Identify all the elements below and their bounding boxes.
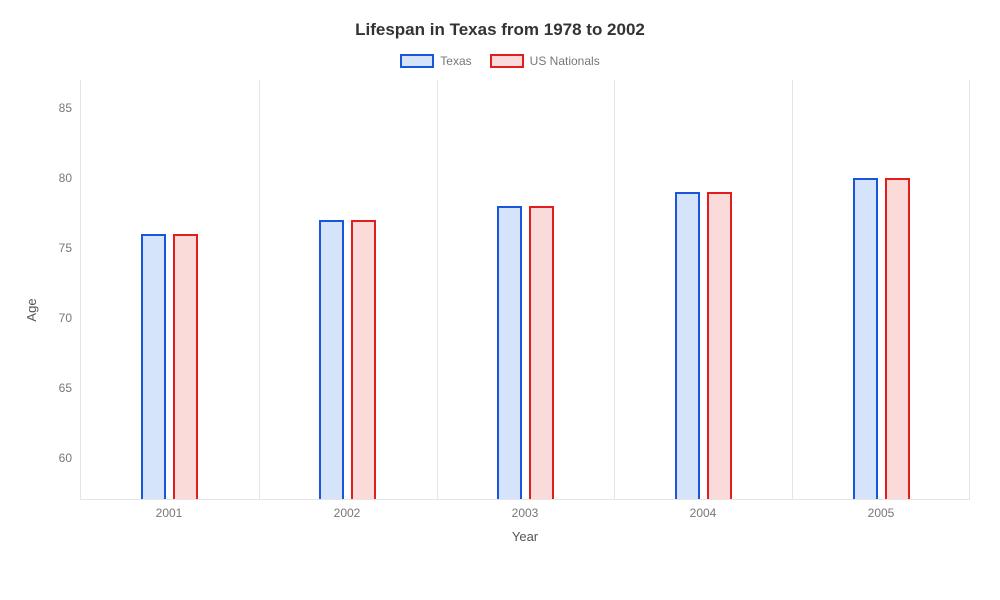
legend-label: US Nationals: [530, 54, 600, 68]
plot-area: [80, 80, 970, 500]
x-tick: 2002: [334, 506, 361, 520]
y-tick: 65: [42, 381, 72, 395]
bars-layer: [81, 80, 970, 499]
y-tick: 70: [42, 311, 72, 325]
y-ticks: 60 65 70 75 80 85: [42, 80, 72, 500]
y-tick: 85: [42, 101, 72, 115]
bar: [529, 206, 554, 499]
x-tick: 2005: [868, 506, 895, 520]
y-tick: 60: [42, 451, 72, 465]
legend-swatch: [490, 54, 524, 68]
y-axis-label: Age: [24, 298, 39, 321]
x-tick: 2001: [156, 506, 183, 520]
legend-item-texas: Texas: [400, 54, 471, 68]
legend-swatch: [400, 54, 434, 68]
bar: [319, 220, 344, 499]
x-tick: 2003: [512, 506, 539, 520]
chart-title: Lifespan in Texas from 1978 to 2002: [30, 20, 970, 40]
legend-item-us-nationals: US Nationals: [490, 54, 600, 68]
y-axis: Age 606570758085: [30, 80, 80, 540]
bar: [351, 220, 376, 499]
bar: [497, 206, 522, 499]
bar: [707, 192, 732, 499]
bar: [885, 178, 910, 499]
legend-label: Texas: [440, 54, 471, 68]
x-tick: 2004: [690, 506, 717, 520]
y-tick: 75: [42, 241, 72, 255]
bar: [853, 178, 878, 499]
x-axis: Year 20012002200320042005: [80, 500, 970, 540]
chart-container: Lifespan in Texas from 1978 to 2002 Texa…: [0, 0, 1000, 600]
bar: [173, 234, 198, 499]
y-tick: 80: [42, 171, 72, 185]
x-axis-label: Year: [512, 529, 538, 544]
bar: [675, 192, 700, 499]
bar: [141, 234, 166, 499]
plot-wrapper: Age 606570758085 Year 200120022003200420…: [30, 80, 970, 540]
legend: Texas US Nationals: [30, 54, 970, 68]
